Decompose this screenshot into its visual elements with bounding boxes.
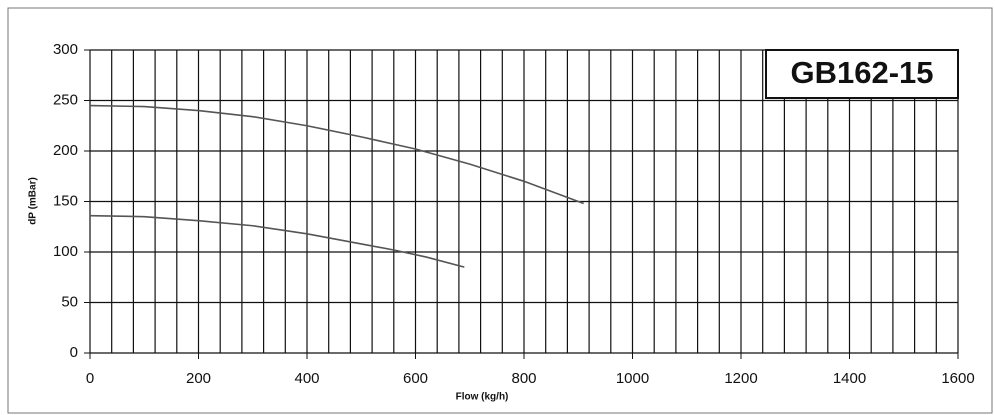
y-tick-label: 150 (53, 192, 78, 209)
x-tick-label: 800 (511, 370, 536, 387)
y-axis-label: dP (mBar) (28, 177, 39, 225)
grid (84, 49, 959, 359)
y-tick-label: 250 (53, 91, 78, 108)
y-tick-label: 200 (53, 142, 78, 159)
x-tick-label: 400 (294, 370, 319, 387)
x-tick-label: 1000 (616, 370, 649, 387)
frame (7, 7, 993, 414)
x-tick-label: 1400 (833, 370, 866, 387)
title-box (765, 49, 959, 99)
x-tick-label: 0 (86, 370, 94, 387)
x-tick-label: 200 (186, 370, 211, 387)
x-tick-label: 1200 (724, 370, 757, 387)
y-tick-label: 50 (61, 293, 78, 310)
y-tick-label: 100 (53, 243, 78, 260)
chart-title: GB162-15 (790, 55, 933, 90)
x-axis-label: Flow (kg/h) (456, 392, 509, 403)
x-tick-label: 600 (403, 370, 428, 387)
y-tick-label: 0 (70, 344, 78, 361)
y-tick-label: 300 (53, 41, 78, 58)
curve (89, 214, 465, 268)
x-tick-label: 1600 (941, 370, 974, 387)
plot (89, 104, 584, 268)
curve (89, 104, 584, 205)
